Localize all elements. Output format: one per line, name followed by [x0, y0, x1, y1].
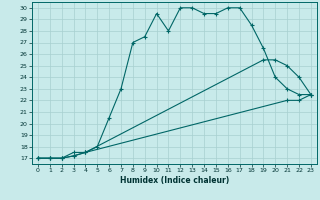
X-axis label: Humidex (Indice chaleur): Humidex (Indice chaleur) [120, 176, 229, 185]
